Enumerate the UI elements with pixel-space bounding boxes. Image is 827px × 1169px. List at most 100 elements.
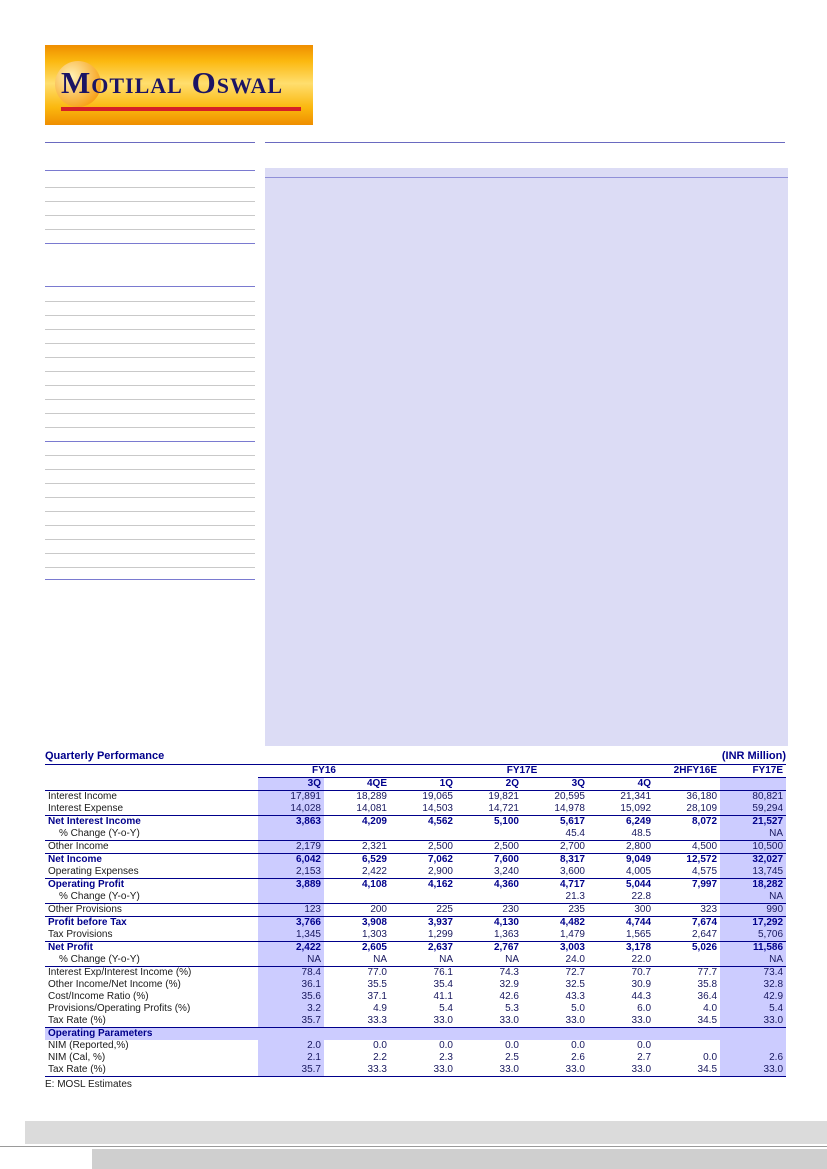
row-label: Tax Rate (%)	[45, 1064, 258, 1077]
redacted-text-line	[45, 329, 255, 330]
row-label: Interest Expense	[48, 803, 124, 814]
cell: NA	[439, 954, 453, 965]
cell: NA	[258, 954, 324, 967]
cell: 17,891	[258, 790, 324, 803]
cell: NA	[720, 891, 787, 904]
table-row: NIM (Cal, %) 2.1 2.2 2.3 2.5 2.6 2.7 0.0 2.6	[45, 1052, 787, 1064]
empty-cell	[456, 1027, 522, 1040]
cell	[720, 1040, 787, 1052]
cell: NA	[505, 954, 519, 965]
header-rule-left	[45, 142, 255, 143]
redacted-text-line	[45, 553, 255, 554]
cell: 32.5	[565, 979, 585, 990]
cell: 4,482	[522, 916, 588, 929]
table-row: Profit before Tax 3,766 3,908 3,937 4,130 4,4…	[45, 916, 787, 929]
quarterly-performance-table: FY16 FY17E 2HFY16E FY17E 3Q 4QE 1Q 2Q 3Q 4Q Intere…	[45, 765, 787, 1077]
cell: 78.4	[258, 966, 324, 979]
cell: 4,005	[625, 866, 652, 877]
cell: 33.0	[522, 1064, 588, 1077]
cell: 22.8	[631, 891, 652, 902]
table-row: Other Provisions 123 200 225 230 235 300 323 990	[45, 903, 787, 917]
cell	[654, 954, 720, 967]
redacted-text-line	[45, 357, 255, 358]
cell: 24.0	[565, 954, 585, 965]
table-row: Provisions/Operating Profits (%) 3.2 4.9 5.…	[45, 1003, 787, 1015]
table-row: Net Income 6,042 6,529 7,062 7,600 8,317 9,049…	[45, 853, 787, 866]
cell: 1,479	[559, 929, 585, 940]
row-label: Interest Income	[48, 791, 117, 802]
redacted-text-line	[45, 215, 255, 216]
cell: 5.4	[439, 1003, 453, 1014]
cell: 37.1	[367, 991, 387, 1002]
cell: 4,575	[691, 866, 718, 877]
cell: 11,586	[720, 941, 787, 954]
cell: 990	[720, 903, 787, 917]
column-header: 2Q	[456, 777, 522, 791]
cell: 5.3	[505, 1003, 519, 1014]
cell: 33.0	[720, 1015, 787, 1028]
logo-gold-circle-icon	[55, 61, 101, 107]
cell: 12,572	[654, 853, 721, 866]
cell: 10,500	[720, 840, 787, 854]
redacted-text-line	[45, 201, 255, 202]
cell: 6,042	[258, 853, 324, 866]
table-subheader-row: 3Q 4QE 1Q 2Q 3Q 4Q	[45, 777, 787, 791]
redacted-text-line	[45, 399, 255, 400]
table-row: % Change (Y-o-Y) NA NA NA NA 24.0 22.0 NA	[45, 954, 787, 967]
row-label: Cost/Income Ratio (%)	[48, 991, 149, 1002]
cell: 4,500	[654, 840, 721, 854]
cell: 300	[588, 903, 655, 917]
cell: 59,294	[720, 803, 787, 816]
cell: 14,028	[258, 803, 324, 816]
empty-cell	[720, 1027, 787, 1040]
cell	[654, 1040, 720, 1052]
cell: 43.3	[565, 991, 585, 1002]
table-row: Interest Exp/Interest Income (%) 78.4 77.0…	[45, 966, 787, 979]
cell: 4,162	[390, 878, 456, 891]
empty-header-cell	[45, 765, 258, 778]
cell: 33.0	[456, 1064, 522, 1077]
cell: 4,360	[456, 878, 522, 891]
cell: 1,303	[361, 929, 387, 940]
redacted-text-line	[45, 483, 255, 484]
empty-header-cell	[45, 777, 258, 791]
cell: 4,209	[324, 815, 390, 828]
cell: 14,978	[554, 803, 585, 814]
cell: 33.0	[499, 1015, 519, 1026]
table-title: Quarterly Performance	[45, 750, 165, 762]
cell: NA	[373, 954, 387, 965]
cell: 1,345	[258, 929, 324, 942]
cell	[456, 828, 522, 841]
redacted-text-line	[45, 229, 255, 230]
cell: 2,637	[390, 941, 456, 954]
row-label: Net Profit	[45, 941, 258, 954]
redacted-text-line	[45, 511, 255, 512]
table-row: % Change (Y-o-Y) 45.4 48.5 NA	[45, 828, 787, 841]
logo-text: Motilal Oswal	[61, 65, 284, 100]
cell: 5,026	[654, 941, 721, 954]
cell: 2,321	[324, 840, 390, 854]
cell: 35.7	[258, 1064, 324, 1077]
row-label: Operating Parameters	[45, 1027, 258, 1040]
cell: 20,595	[554, 791, 585, 802]
table-unit-label: (INR Million)	[721, 750, 786, 762]
row-label: Provisions/Operating Profits (%)	[48, 1003, 191, 1014]
cell: 48.5	[631, 828, 652, 839]
cell: 33.0	[565, 1015, 585, 1026]
cell: 6,249	[588, 815, 655, 828]
cell: 8,317	[522, 853, 588, 866]
table-row: Other Income/Net Income (%) 36.1 35.5 35.4 3…	[45, 979, 787, 991]
cell: 19,065	[422, 791, 453, 802]
cell: 3,908	[324, 916, 390, 929]
cell: 21,527	[720, 815, 787, 828]
column-header: 3Q	[522, 777, 588, 791]
row-label: Net Interest Income	[45, 815, 258, 828]
cell: 2,647	[691, 929, 718, 940]
cell	[324, 891, 390, 904]
table-title-row: Quarterly Performance (INR Million)	[45, 750, 786, 765]
column-header: 4Q	[588, 777, 655, 791]
cell: 13,745	[720, 866, 787, 879]
table-group-header-row: FY16 FY17E 2HFY16E FY17E	[45, 765, 787, 778]
cell: 34.5	[697, 1015, 718, 1026]
redacted-text-line	[45, 243, 255, 244]
